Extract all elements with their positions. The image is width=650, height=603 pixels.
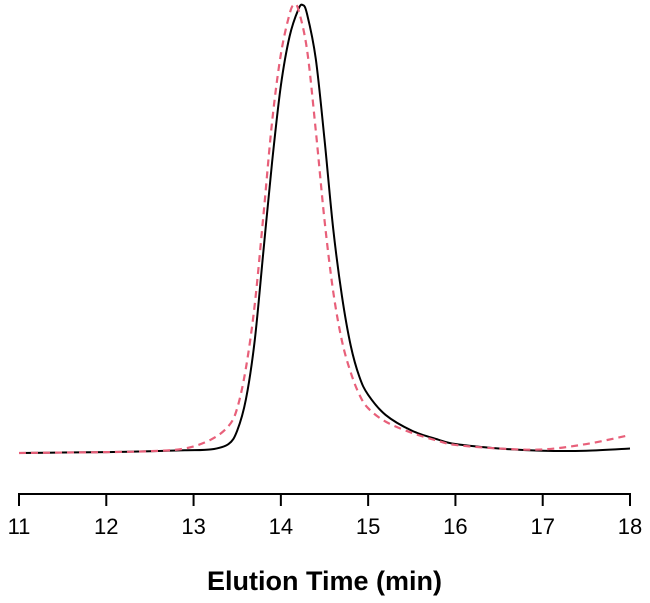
x-tick-label: 17 (530, 514, 554, 539)
x-tick-label: 16 (443, 514, 467, 539)
x-tick-label: 18 (618, 514, 642, 539)
series-line-1 (18, 3, 631, 454)
x-tick-label: 13 (181, 514, 205, 539)
x-tick-label: 15 (356, 514, 380, 539)
plot-area (18, 3, 631, 455)
x-tick-label: 11 (8, 514, 31, 539)
x-tick-label: 14 (269, 514, 293, 539)
x-axis: 11 12 13 14 15 16 17 18 (8, 494, 642, 539)
x-tick-label: 12 (94, 514, 118, 539)
x-axis-title: Elution Time (min) (207, 566, 442, 596)
series-line-2 (18, 3, 631, 455)
